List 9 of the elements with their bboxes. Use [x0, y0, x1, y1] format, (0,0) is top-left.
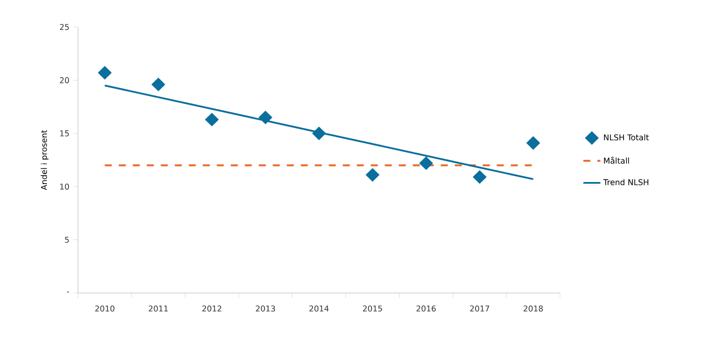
point	[204, 112, 219, 126]
point	[366, 168, 380, 182]
point	[312, 126, 326, 140]
point	[526, 136, 540, 150]
point	[258, 110, 272, 124]
point	[419, 156, 434, 170]
point	[151, 78, 166, 92]
point	[98, 66, 112, 80]
point	[472, 170, 487, 184]
